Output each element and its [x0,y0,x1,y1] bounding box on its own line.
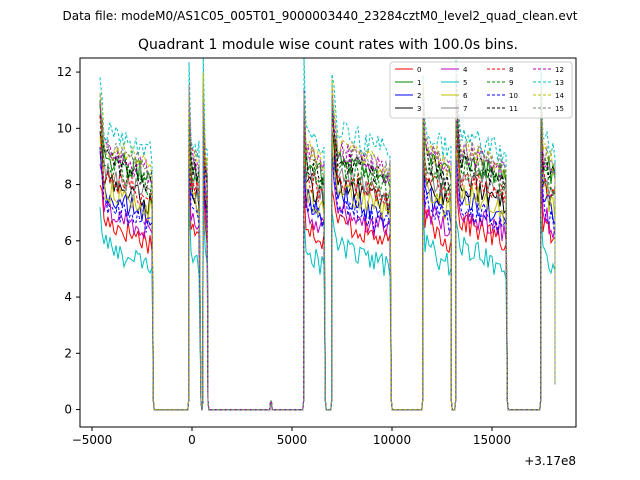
plot-frame [79,57,577,428]
y-axis: 0 2 4 6 8 10 12 [57,65,80,417]
legend-label-6: 6 [463,92,468,100]
legend-label-10: 10 [509,92,518,100]
y-tick-label: 0 [64,403,72,417]
chart-suptitle: Data file: modeM0/AS1C05_005T01_90000034… [62,9,577,23]
y-tick-label: 6 [64,234,72,248]
x-tick-label: −5000 [72,433,113,447]
legend-label-11: 11 [509,105,518,113]
y-tick-label: 2 [64,346,72,360]
legend-label-13: 13 [555,79,564,87]
legend-label-1: 1 [417,79,421,87]
legend-label-5: 5 [463,79,467,87]
legend-label-0: 0 [417,66,421,74]
x-tick-label: 10000 [373,433,411,447]
series-line-15 [99,76,556,411]
chart-title: Quadrant 1 module wise count rates with … [138,37,518,53]
legend-label-12: 12 [555,66,564,74]
x-tick-label: 0 [188,433,196,447]
legend-label-2: 2 [417,92,421,100]
y-tick-label: 4 [64,290,72,304]
legend-label-15: 15 [555,105,564,113]
x-tick-label: 5000 [277,433,308,447]
series-lines [99,58,556,411]
legend-label-4: 4 [463,66,468,74]
y-tick-label: 10 [57,121,72,135]
legend-label-7: 7 [463,105,467,113]
legend-label-14: 14 [555,92,564,100]
legend-box [389,61,573,119]
legend-label-9: 9 [509,79,513,87]
legend-label-8: 8 [509,66,513,74]
plot-area [80,58,576,427]
legend-label-3: 3 [417,105,421,113]
y-tick-label: 12 [57,65,72,79]
x-tick-label: 15000 [473,433,511,447]
x-offset-label: +3.17e8 [524,454,576,468]
x-axis: −5000 0 5000 10000 15000 [72,427,511,447]
y-tick-label: 8 [64,178,72,192]
